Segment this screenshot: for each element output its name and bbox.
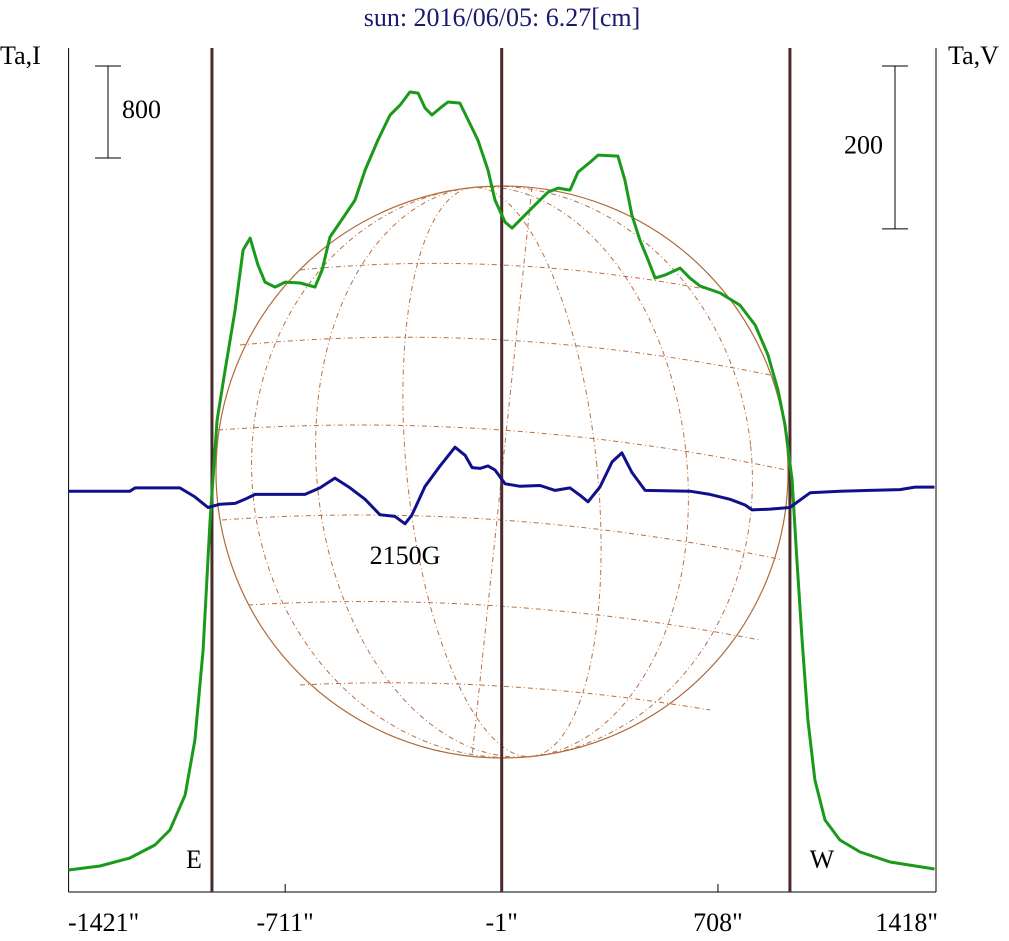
y2-axis-label: Ta,V	[948, 41, 999, 70]
scale-bar-label: 200	[844, 130, 883, 159]
annotation: 2150G	[370, 541, 441, 570]
x-tick-label: -1421"	[68, 908, 139, 937]
series-line	[68, 90, 935, 872]
y-axis-label: Ta,I	[0, 41, 41, 70]
x-tick-label: 1418"	[875, 908, 938, 937]
x-tick-label: -711"	[256, 908, 313, 937]
scale-bar-label: 800	[122, 95, 161, 124]
chart-title: sun: 2016/06/05: 6.27[cm]	[364, 3, 641, 32]
x-tick-label: 708"	[693, 908, 743, 937]
x-tick-label: -1"	[486, 908, 518, 937]
limb-label: W	[810, 845, 835, 874]
limb-label: E	[186, 845, 202, 874]
series-line	[68, 445, 935, 526]
